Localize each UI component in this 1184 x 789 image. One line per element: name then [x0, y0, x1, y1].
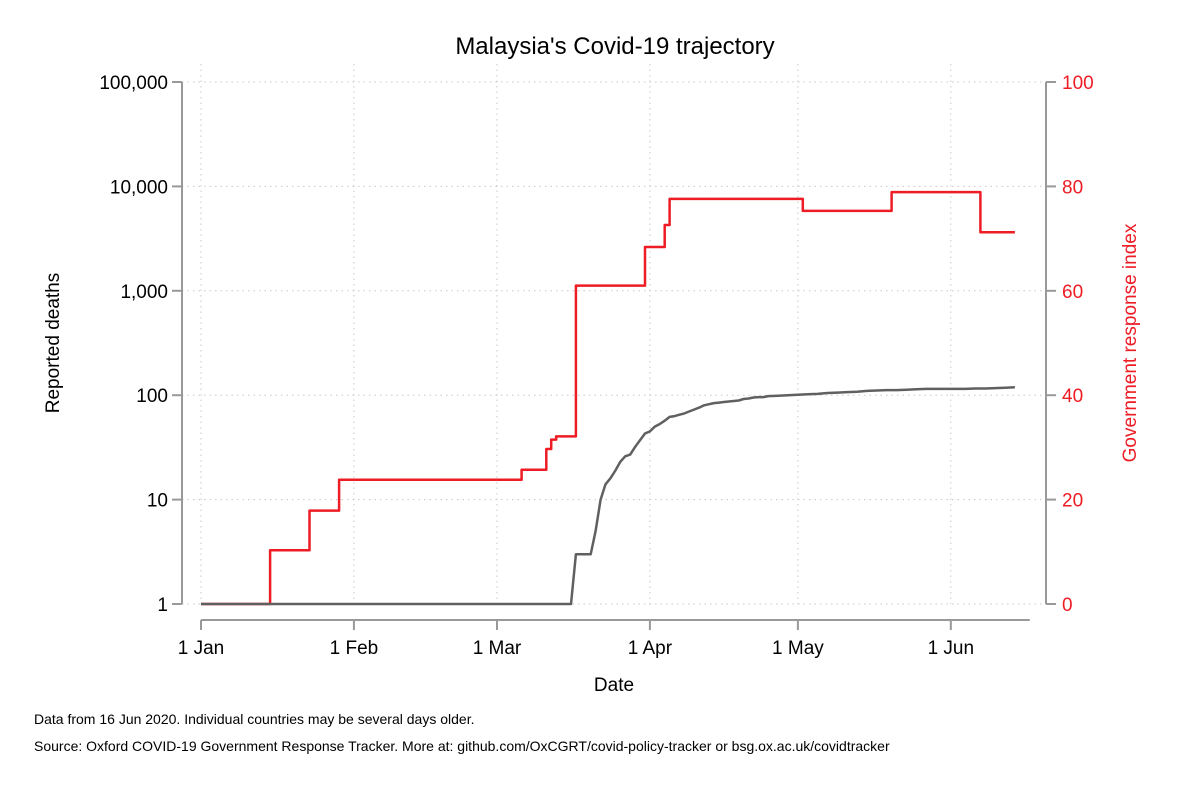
- x-tick-label: 1 Jan: [178, 638, 224, 659]
- deaths-line: [201, 386, 1015, 606]
- right-tick-label: 80: [1062, 177, 1083, 198]
- left-tick-label: 100,000: [99, 73, 168, 94]
- left-tick-label: 10,000: [110, 177, 168, 198]
- y-axis-label-right: Government response index: [1120, 223, 1141, 462]
- x-tick-label: 1 Mar: [473, 638, 522, 659]
- left-tick-label: 1: [157, 595, 168, 616]
- left-tick-label: 100: [136, 386, 168, 407]
- x-tick-label: 1 May: [772, 638, 824, 659]
- x-tick-label: 1 Feb: [330, 638, 379, 659]
- response-index-line: [201, 190, 1015, 606]
- grid: [182, 64, 1046, 605]
- left-tick-label: 10: [147, 491, 168, 512]
- series: [201, 190, 1015, 606]
- right-tick-label: 20: [1062, 491, 1083, 512]
- right-tick-label: 0: [1062, 595, 1073, 616]
- left-tick-label: 1,000: [120, 282, 168, 303]
- x-tick-label: 1 Apr: [628, 638, 673, 659]
- tick-labels: 1 10 100 1,000 10,000 100,000 0 20 40 60 80 100 1 Ja…: [99, 73, 1093, 659]
- right-tick-label: 60: [1062, 282, 1083, 303]
- source-note: Source: Oxford COVID-19 Government Respo…: [34, 738, 890, 754]
- x-tick-label: 1 Jun: [928, 638, 974, 659]
- data-date-note: Data from 16 Jun 2020. Individual countr…: [34, 711, 475, 727]
- chart: 1 10 100 1,000 10,000 100,000 0 20 40 60 80 100 1 Ja…: [43, 33, 1141, 696]
- chart-title: Malaysia's Covid-19 trajectory: [455, 33, 774, 60]
- right-tick-label: 100: [1062, 73, 1094, 94]
- y-axis-label-left: Reported deaths: [43, 273, 64, 414]
- right-tick-label: 40: [1062, 386, 1083, 407]
- axes: [181, 82, 1047, 621]
- x-axis-label: Date: [594, 675, 634, 696]
